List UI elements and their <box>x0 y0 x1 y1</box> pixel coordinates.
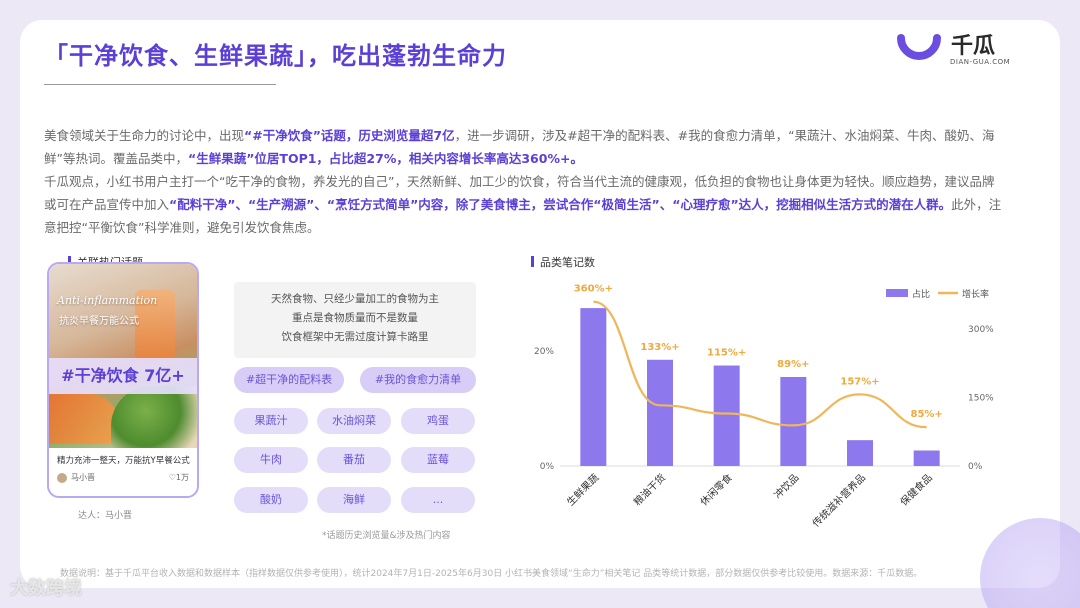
note-card[interactable]: Anti-inflammation 抗炎早餐万能公式 #干净饮食 7亿+ 精力充… <box>47 262 199 498</box>
food-photo: Anti-inflammation 抗炎早餐万能公式 <box>49 264 197 448</box>
card-caption: 精力充沛一整天，万能抗Y早餐公式 <box>57 456 190 466</box>
keyword-tag[interactable]: 蓝莓 <box>401 447 475 473</box>
card-footnote: 达人：马小晋 <box>78 511 133 521</box>
salad-bowl-image <box>111 386 197 448</box>
paragraph-viewpoint: 千瓜观点，小红书用户主打一个“吃干净的食物，养发光的自己”，天然新鲜、加工少的饮… <box>44 170 1004 239</box>
bar <box>647 359 673 466</box>
legend-label-bar: 占比 <box>912 288 930 300</box>
para1-highlight-1: “#干净饮食”话题，历史浏览量超7亿 <box>244 128 455 143</box>
growth-data-label: 360%+ <box>574 284 613 295</box>
para1-text-2: ，进一步调研，涉及#超干净的配料表、#我的食愈力清单，“果蔬汁、水油焖菜、牛肉、… <box>44 128 995 166</box>
growth-data-label: 133%+ <box>640 342 679 353</box>
para2-highlight-1: “配料干净”、“生产溯源”、“烹饪方式简单”内容，除了美食博主，尝试合作“极简生… <box>169 197 952 212</box>
topic-footnote: *话题历史浏览量&涉及热门内容 <box>322 531 451 541</box>
keyword-tag[interactable]: 番茄 <box>317 447 391 473</box>
x-tick-label: 冲饮品 <box>771 471 801 501</box>
growth-data-label: 85%+ <box>911 409 943 420</box>
topic-quote-box: 天然食物、只经少量加工的食物为主 重点是食物质量而不是数量 饮食框架中无需过度计… <box>234 282 476 358</box>
card-author: 马小晋 <box>57 472 95 483</box>
quote-line: 天然食物、只经少量加工的食物为主 <box>271 293 439 305</box>
bar <box>780 377 807 466</box>
x-tick-label: 传统滋补营养品 <box>809 471 868 530</box>
data-source-note: 数据说明：基于千瓜平台收入数据和数据样本（指样数据仅供参考使用），统计2024年… <box>60 569 923 579</box>
keyword-tag[interactable]: 牛肉 <box>234 447 308 473</box>
keyword-tag[interactable]: 海鲜 <box>317 487 391 513</box>
card-script-title: Anti-inflammation <box>57 294 158 307</box>
topic-tag[interactable]: #我的食愈力清单 <box>360 367 476 393</box>
avatar <box>57 472 67 483</box>
card-author-name: 马小晋 <box>71 473 95 482</box>
juice-glass-image <box>135 290 175 360</box>
para2-text-2: 此外，注意把控“平衡饮食”科学准则，避免引发饮食焦虑。 <box>44 197 1002 235</box>
quote-line: 重点是食物质量而不是数量 <box>292 312 418 324</box>
x-tick-label: 粮油干货 <box>631 471 668 508</box>
logo-ring-icon <box>897 34 941 60</box>
card-likes: ♡1万 <box>168 473 189 482</box>
logo-subtitle: DIAN-GUA.COM <box>950 58 1011 66</box>
keyword-tag[interactable]: 鸡蛋 <box>401 408 475 434</box>
keyword-tag[interactable]: 酸奶 <box>234 487 308 513</box>
card-sub-title: 抗炎早餐万能公式 <box>59 316 139 327</box>
keyword-tag-more[interactable]: ... <box>401 487 475 513</box>
bar <box>847 440 873 466</box>
legend-label-line: 增长率 <box>962 288 989 300</box>
topic-badge: #干净饮食 7亿+ <box>49 358 197 394</box>
y-left-tick-label: 20% <box>534 347 554 357</box>
section-heading-chart: 品类笔记数 <box>531 254 595 270</box>
bar <box>713 365 740 466</box>
watermark: 大数跨境 <box>10 578 82 599</box>
x-tick-label: 保健食品 <box>897 471 934 508</box>
paragraph-intro: 美食领域关于生命力的讨论中，出现“#干净饮食”话题，历史浏览量超7亿，进一步调研… <box>44 124 1004 170</box>
para1-text-1: 美食领域关于生命力的讨论中，出现 <box>44 128 245 143</box>
growth-data-label: 89%+ <box>777 359 809 370</box>
bar <box>913 450 940 466</box>
category-chart: 0% 20% 0% 150% 300% 360%+ 133%+ 115%+ 89%+ 157%+ 8… <box>534 284 994 530</box>
y-right-tick-label: 0% <box>968 462 983 472</box>
x-tick-label: 生鲜果蔬 <box>564 471 601 508</box>
x-tick-label: 休闲零食 <box>697 471 734 508</box>
growth-data-label: 115%+ <box>707 348 746 359</box>
y-left-tick-label: 0% <box>540 462 555 472</box>
page-title: 「干净饮食、生鲜果蔬」，吃出蓬勃生命力 <box>44 42 507 70</box>
carrot-image <box>49 394 119 444</box>
y-right-tick-label: 150% <box>968 394 994 404</box>
keyword-tag[interactable]: 果蔬汁 <box>234 408 308 434</box>
brand-logo: 千瓜 DIAN-GUA.COM <box>893 26 1023 72</box>
title-underline <box>44 84 276 85</box>
legend-swatch-bar <box>886 289 908 297</box>
quote-line: 饮食框架中无需过度计算卡路里 <box>281 331 429 343</box>
y-right-tick-label: 300% <box>968 325 994 335</box>
keyword-tag[interactable]: 水油焖菜 <box>317 408 391 434</box>
bar <box>580 308 607 466</box>
growth-line <box>593 300 927 429</box>
growth-data-label: 157%+ <box>840 376 879 387</box>
topic-tag[interactable]: #超干净的配料表 <box>234 367 344 393</box>
para2-text-1: 千瓜观点，小红书用户主打一个“吃干净的食物，养发光的自己”，天然新鲜、加工少的饮… <box>44 174 995 212</box>
para1-highlight-2: “生鲜果蔬”位居TOP1，占比超27%，相关内容增长率高达360%+。 <box>187 151 583 166</box>
logo-name: 千瓜 <box>951 34 996 59</box>
